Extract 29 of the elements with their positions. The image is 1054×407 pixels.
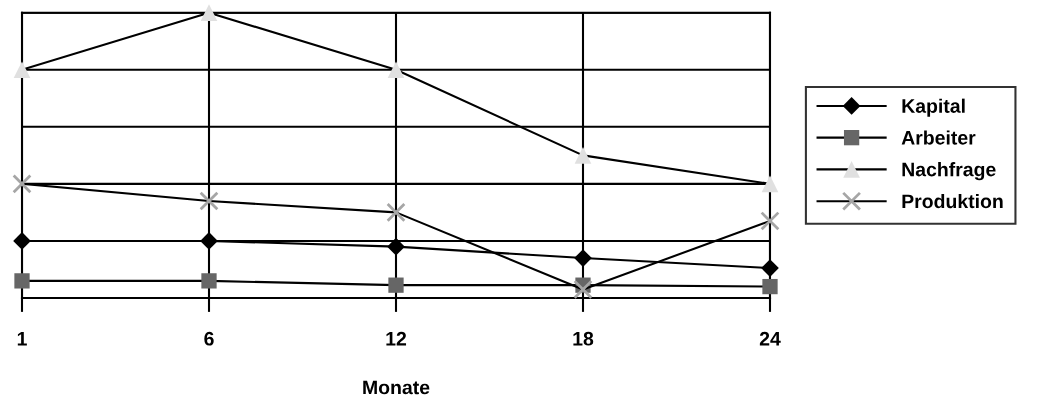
point bbox=[760, 211, 780, 231]
point bbox=[200, 232, 218, 250]
x-tick-label: 1 bbox=[17, 332, 27, 346]
point bbox=[201, 273, 217, 289]
point bbox=[574, 249, 592, 267]
point bbox=[762, 278, 778, 295]
point bbox=[13, 61, 31, 79]
legend-label: Produktion bbox=[902, 193, 1003, 209]
point bbox=[13, 232, 31, 250]
point bbox=[387, 237, 405, 256]
x-tick-label: 18 bbox=[573, 331, 594, 346]
x-tick-label: 24 bbox=[759, 331, 781, 346]
x-tick-label: 12 bbox=[386, 331, 407, 346]
point bbox=[761, 259, 779, 277]
legend-label: Arbeiter bbox=[901, 130, 976, 145]
legend-label: Nachfrage bbox=[902, 162, 996, 181]
legend-label: Kapital bbox=[902, 98, 965, 117]
point bbox=[14, 273, 30, 289]
point bbox=[761, 175, 779, 193]
point bbox=[199, 191, 219, 211]
point bbox=[387, 61, 405, 79]
point bbox=[574, 147, 592, 164]
x-axis-title: Monate bbox=[363, 380, 430, 395]
point bbox=[12, 174, 32, 194]
point bbox=[388, 277, 404, 293]
point bbox=[200, 4, 218, 22]
x-tick-label: 6 bbox=[204, 331, 214, 346]
point bbox=[386, 202, 406, 223]
point bbox=[573, 279, 593, 300]
